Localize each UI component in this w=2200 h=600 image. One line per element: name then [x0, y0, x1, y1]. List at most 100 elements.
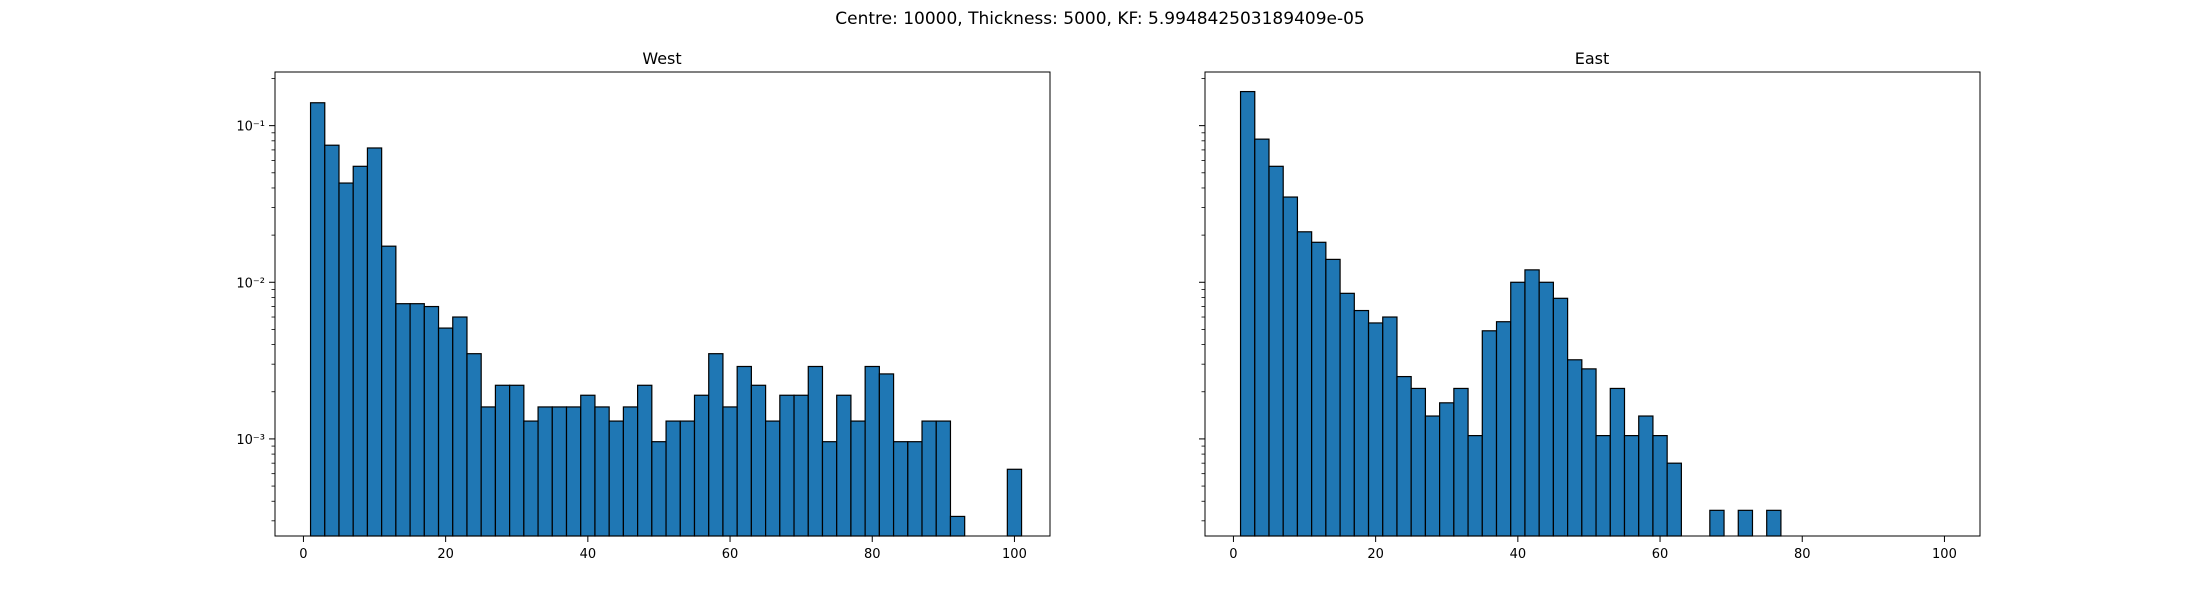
- plot-frame: [274, 71, 1051, 537]
- histogram-bar: [793, 394, 809, 537]
- histogram-bar: [764, 420, 781, 537]
- histogram-bar: [1538, 281, 1554, 537]
- histogram-bar: [821, 441, 838, 537]
- histogram-bar: [1709, 509, 1725, 537]
- histogram-bar: [1481, 330, 1498, 537]
- histogram-bar: [466, 353, 482, 537]
- histogram-bar: [864, 365, 880, 537]
- histogram-bar: [1282, 196, 1299, 537]
- histogram-bar: [509, 384, 525, 537]
- x-tick-label: 100: [1002, 547, 1027, 562]
- histogram-bar: [679, 420, 696, 537]
- histogram-bar: [1254, 138, 1270, 537]
- x-tick-label: 20: [1367, 547, 1384, 562]
- histogram-bar: [1737, 509, 1754, 537]
- histogram-bar: [1006, 468, 1023, 537]
- histogram-bar: [565, 406, 582, 537]
- histogram-bar: [324, 144, 340, 537]
- x-tick-label: 40: [580, 547, 597, 562]
- histogram-bar: [1567, 359, 1583, 537]
- x-tick-label: 0: [1229, 547, 1237, 562]
- histogram-bar: [1325, 258, 1341, 537]
- subplot-west: West 0 20 40 60 80 100 10⁻³ 10⁻² 10⁻¹: [236, 49, 1051, 562]
- histogram-bar: [935, 420, 952, 537]
- y-tick-label: 10⁻³: [236, 433, 265, 448]
- histogram-bar: [878, 373, 895, 537]
- histogram-bar: [1552, 297, 1569, 537]
- y-axis: [1199, 78, 1205, 522]
- histogram-bar: [1424, 415, 1441, 537]
- histogram-bar: [750, 384, 767, 537]
- histogram-bar: [437, 327, 454, 537]
- histogram-bar: [480, 406, 497, 537]
- histogram-bar: [907, 441, 923, 537]
- histogram-bar: [921, 420, 937, 537]
- x-tick-label: 80: [864, 547, 881, 562]
- histogram-bar: [1623, 435, 1640, 537]
- histogram-bar: [1439, 402, 1455, 537]
- histogram-bar: [1609, 387, 1626, 537]
- subplot-title: East: [1575, 49, 1610, 68]
- histogram-bar: [1311, 241, 1327, 537]
- x-tick-label: 100: [1932, 547, 1957, 562]
- y-axis: 10⁻³ 10⁻² 10⁻¹: [236, 78, 275, 522]
- histogram-bar: [836, 394, 852, 537]
- histogram-bar: [1239, 90, 1256, 537]
- histogram-bar: [1410, 387, 1427, 537]
- histogram-bar: [409, 303, 425, 537]
- plot-frame: [1204, 71, 1981, 537]
- histogram-bar: [1666, 462, 1682, 537]
- histogram-bar: [551, 406, 568, 537]
- histogram-bar: [423, 305, 440, 537]
- histogram-bar: [1296, 231, 1313, 537]
- subplot-title: West: [642, 49, 681, 68]
- histogram-bar: [1524, 269, 1540, 537]
- histogram-bar: [1510, 281, 1526, 537]
- histogram-bar: [1467, 435, 1483, 537]
- histogram-bar: [708, 353, 724, 537]
- x-tick-label: 80: [1794, 547, 1811, 562]
- bars-group: [1239, 90, 1782, 537]
- histogram-bar: [594, 406, 610, 537]
- histogram-bar: [1382, 316, 1398, 537]
- histogram-bar: [580, 394, 596, 537]
- y-tick-label: 10⁻¹: [236, 120, 265, 135]
- histogram-bar: [494, 384, 511, 537]
- histogram-bar: [949, 515, 966, 537]
- x-tick-label: 20: [437, 547, 454, 562]
- histogram-bar: [1367, 322, 1384, 537]
- histogram-bar: [736, 365, 752, 537]
- histogram-bar: [1339, 292, 1355, 537]
- histogram-bar: [366, 147, 383, 537]
- histogram-bar: [309, 102, 326, 537]
- histogram-bar: [352, 165, 369, 537]
- histogram-bar: [523, 420, 539, 537]
- x-axis: 0 20 40 60 80 100: [299, 536, 1027, 562]
- histogram-bar: [537, 406, 553, 537]
- histogram-bar: [637, 384, 653, 537]
- histogram-bar: [1638, 415, 1654, 537]
- figure-suptitle: Centre: 10000, Thickness: 5000, KF: 5.99…: [835, 9, 1365, 29]
- x-tick-label: 40: [1510, 547, 1527, 562]
- histogram-bar: [381, 245, 397, 537]
- histogram-bar: [452, 316, 468, 537]
- histogram-bar: [651, 441, 667, 537]
- x-tick-label: 60: [1652, 547, 1669, 562]
- histogram-bar: [1652, 435, 1668, 537]
- histogram-bar: [722, 406, 738, 537]
- histogram-bar: [850, 420, 866, 537]
- subplot-east: East 0 20 40 60 80 100: [1199, 49, 1981, 562]
- histogram-bar: [1495, 321, 1512, 537]
- histogram-bar: [807, 365, 824, 537]
- histogram-bar: [1766, 509, 1782, 537]
- histogram-bar: [665, 420, 681, 537]
- histogram-bar: [395, 303, 411, 537]
- histogram-bar: [608, 420, 624, 537]
- histogram-bar: [1581, 368, 1597, 537]
- histogram-bar: [338, 182, 354, 537]
- histogram-bar: [1396, 375, 1412, 537]
- histogram-bar: [1453, 387, 1469, 537]
- histogram-bar: [1353, 309, 1370, 537]
- histogram-bar: [693, 394, 710, 537]
